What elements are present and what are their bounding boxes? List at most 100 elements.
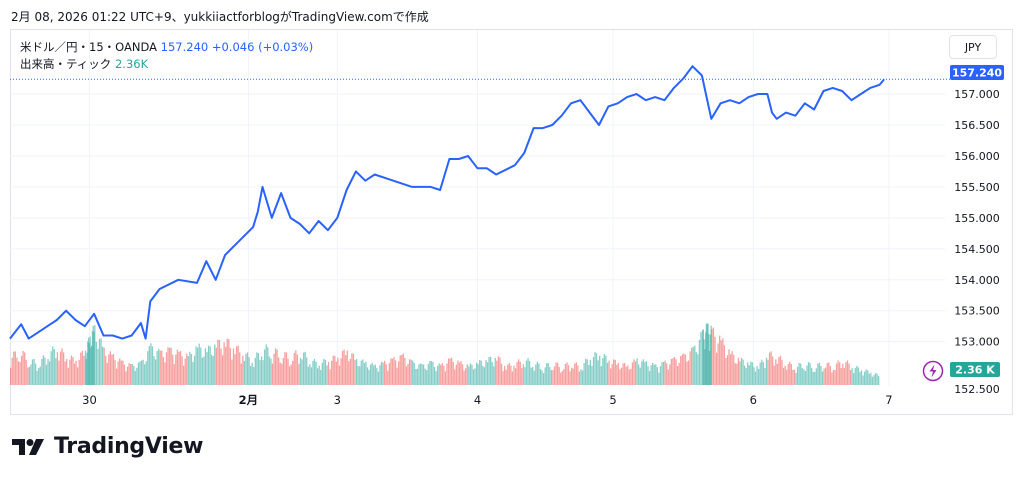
price-axis[interactable]: 153.000 153.500 154.000 154.500 155.000 155.5… bbox=[954, 88, 1000, 396]
volume-bar bbox=[53, 349, 55, 385]
volume-bar bbox=[508, 362, 510, 385]
volume-bar bbox=[231, 359, 233, 385]
volume-bar bbox=[497, 356, 500, 385]
volume-bar bbox=[360, 360, 362, 385]
volume-row: 出来高・ティック 2.36K bbox=[20, 56, 313, 73]
volume-bar bbox=[67, 367, 69, 385]
volume-bar bbox=[560, 372, 562, 385]
volume-bar bbox=[371, 362, 373, 385]
volume-bar bbox=[666, 363, 668, 385]
currency-button[interactable]: JPY bbox=[949, 35, 997, 59]
volume-bar bbox=[511, 371, 514, 385]
volume-bar bbox=[234, 354, 236, 385]
volume-bar bbox=[117, 361, 119, 385]
volume-bar bbox=[151, 346, 154, 385]
volume-bar bbox=[259, 359, 261, 385]
volume-bar bbox=[500, 363, 503, 385]
tradingview-logo-icon bbox=[12, 438, 44, 455]
volume-bar bbox=[56, 352, 59, 385]
volume-bar bbox=[740, 357, 743, 385]
volume-bar bbox=[34, 363, 37, 385]
volume-bar bbox=[128, 363, 130, 385]
volume-bar bbox=[687, 360, 690, 385]
volume-bar bbox=[807, 362, 810, 385]
volume-bar bbox=[848, 363, 850, 385]
volume-bar bbox=[698, 339, 701, 385]
volume-bar bbox=[673, 357, 676, 385]
volume-bar bbox=[187, 356, 189, 385]
volume-label[interactable]: 出来高・ティック bbox=[20, 57, 112, 71]
volume-bar bbox=[800, 363, 802, 385]
volume-bar bbox=[214, 344, 216, 385]
volume-bar bbox=[299, 358, 302, 385]
volume-bar bbox=[745, 368, 747, 385]
volume-bar bbox=[355, 359, 358, 385]
volume-bar bbox=[332, 355, 334, 385]
volume-bar bbox=[393, 357, 395, 385]
volume-bar bbox=[457, 360, 459, 385]
volume-bar bbox=[62, 352, 65, 385]
volume-bar bbox=[365, 361, 367, 385]
volume-bar bbox=[140, 360, 143, 385]
volume-bar bbox=[868, 373, 870, 385]
volume-bar bbox=[88, 343, 90, 385]
volume-bar bbox=[555, 362, 557, 385]
volume-bar bbox=[240, 363, 242, 385]
volume-bar bbox=[776, 363, 778, 385]
volume-bar bbox=[743, 365, 746, 385]
volume-bar bbox=[620, 367, 623, 385]
volume-bar bbox=[831, 372, 833, 385]
volume-bar bbox=[438, 363, 440, 385]
volume-bar bbox=[80, 352, 82, 385]
volume-bar bbox=[295, 350, 297, 385]
volume-bar bbox=[839, 362, 841, 385]
volume-bar bbox=[190, 353, 193, 385]
volume-bar bbox=[722, 338, 724, 385]
volume-bar bbox=[505, 369, 507, 385]
volume-bar bbox=[518, 359, 520, 385]
time-axis[interactable]: 30 2月 3 4 5 6 7 bbox=[82, 393, 892, 407]
volume-bar bbox=[479, 360, 481, 385]
volume-bar bbox=[779, 355, 782, 385]
volume-bar bbox=[768, 352, 771, 385]
volume-bar bbox=[413, 362, 415, 385]
volume-bar bbox=[472, 369, 475, 385]
volume-bar bbox=[466, 364, 468, 385]
volume-bar bbox=[815, 368, 817, 385]
volume-bar bbox=[436, 365, 439, 385]
volume-bar bbox=[31, 359, 34, 385]
volume-bar bbox=[627, 365, 629, 385]
volume-bar bbox=[359, 366, 361, 385]
volume-bar bbox=[659, 366, 662, 385]
symbol-name[interactable]: 米ドル／円・15・OANDA bbox=[20, 40, 157, 54]
volume-bar bbox=[226, 338, 228, 385]
volume-bar bbox=[298, 363, 300, 385]
volume-bar bbox=[846, 360, 849, 385]
volume-bar bbox=[726, 355, 729, 385]
volume-bar bbox=[767, 359, 769, 385]
volume-bar bbox=[430, 360, 433, 385]
volume-bar bbox=[164, 362, 166, 385]
volume-bar bbox=[599, 355, 601, 385]
volume-bar bbox=[351, 353, 353, 385]
volume-bar bbox=[223, 342, 225, 385]
y-tick-label: 154.500 bbox=[954, 243, 1000, 256]
lightning-icon[interactable] bbox=[922, 360, 944, 382]
last-price: 157.240 bbox=[160, 40, 209, 54]
volume-bar bbox=[661, 361, 663, 385]
volume-bar bbox=[316, 368, 319, 385]
tradingview-logo[interactable]: TradingView bbox=[12, 434, 203, 459]
y-tick-label: 155.500 bbox=[954, 181, 1000, 194]
volume-bar bbox=[341, 350, 344, 385]
volume-bar bbox=[211, 354, 213, 385]
y-tick-label: 155.000 bbox=[954, 212, 1000, 225]
volume-bar bbox=[644, 362, 646, 385]
volume-bar bbox=[369, 364, 372, 385]
volume-bar bbox=[246, 352, 249, 385]
volume-bar bbox=[70, 355, 73, 385]
volume-bar bbox=[586, 359, 588, 385]
volume-bar bbox=[335, 361, 337, 385]
volume-bar bbox=[566, 362, 568, 385]
volume-bar bbox=[362, 359, 364, 385]
